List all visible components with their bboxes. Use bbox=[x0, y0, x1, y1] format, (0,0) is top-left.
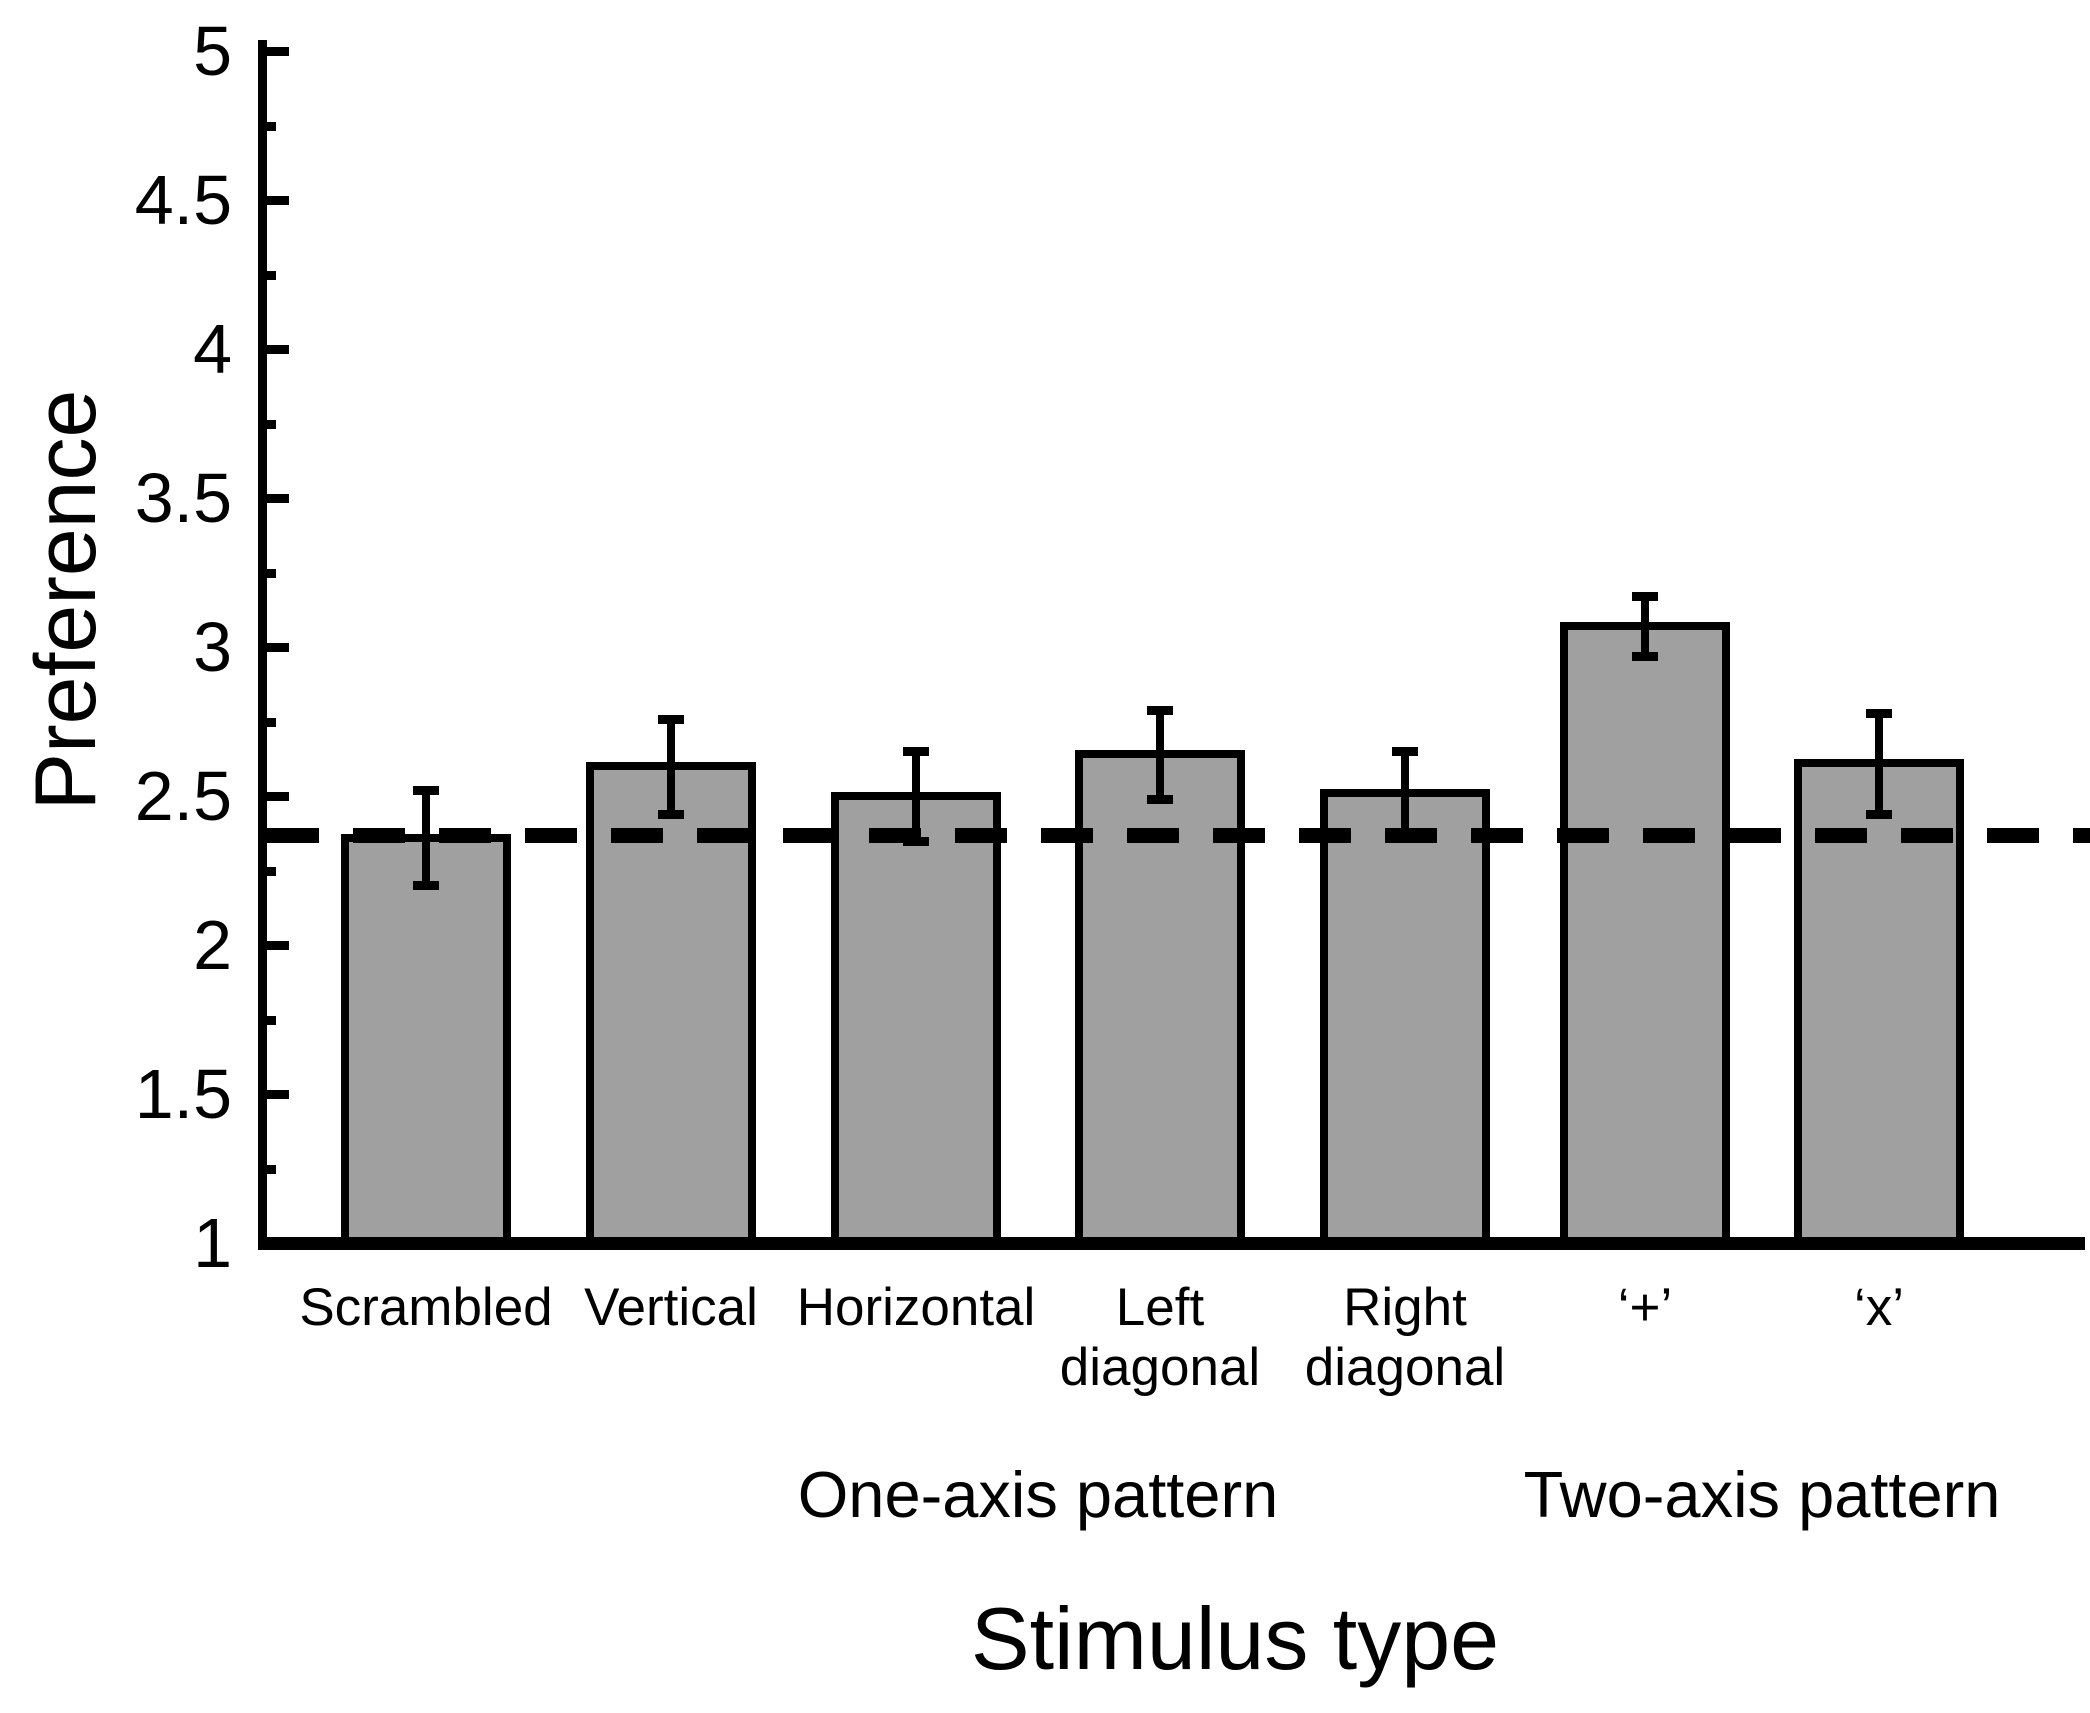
error-bar-stem-1 bbox=[667, 718, 675, 814]
error-bar-bottom-cap-5 bbox=[1632, 651, 1658, 661]
y-axis-title: Preference bbox=[18, 389, 114, 811]
y-minor-tick bbox=[267, 270, 276, 280]
error-bar-stem-0 bbox=[422, 790, 430, 886]
y-major-tick bbox=[267, 47, 289, 56]
y-tick-label: 1.5 bbox=[134, 1055, 232, 1133]
x-category-label-1: Vertical bbox=[584, 1278, 758, 1337]
y-major-tick bbox=[267, 1090, 289, 1099]
y-minor-tick bbox=[267, 1164, 276, 1174]
x-category-label-6: ‘x’ bbox=[1853, 1278, 1905, 1337]
y-tick-label: 4.5 bbox=[134, 161, 232, 239]
error-bar-bottom-cap-6 bbox=[1866, 809, 1892, 819]
bar-3 bbox=[1075, 750, 1245, 1250]
x-category-label-5: ‘+’ bbox=[1617, 1278, 1673, 1337]
y-axis-line bbox=[258, 40, 267, 1250]
error-bar-bottom-cap-0 bbox=[413, 881, 439, 891]
error-bar-top-cap-3 bbox=[1147, 705, 1173, 715]
y-minor-tick bbox=[267, 866, 276, 876]
error-bar-bottom-cap-1 bbox=[658, 809, 684, 819]
bar-1 bbox=[586, 762, 756, 1250]
y-tick-label: 2.5 bbox=[134, 757, 232, 835]
error-bar-stem-2 bbox=[912, 751, 920, 841]
y-minor-tick bbox=[267, 1015, 276, 1025]
y-tick-label: 5 bbox=[193, 12, 232, 90]
error-bar-stem-6 bbox=[1875, 712, 1883, 814]
y-tick-label: 1 bbox=[193, 1204, 232, 1282]
y-major-tick bbox=[267, 494, 289, 503]
error-bar-top-cap-2 bbox=[903, 747, 929, 757]
x-axis-title: Stimulus type bbox=[970, 1589, 1500, 1688]
x-category-label-4: Right diagonal bbox=[1304, 1278, 1506, 1397]
bar-0 bbox=[341, 833, 511, 1250]
y-tick-label: 4 bbox=[193, 310, 232, 388]
y-major-tick bbox=[267, 1239, 289, 1248]
error-bar-top-cap-1 bbox=[658, 714, 684, 724]
error-bar-top-cap-4 bbox=[1392, 747, 1418, 757]
y-minor-tick bbox=[267, 419, 276, 429]
y-minor-tick bbox=[267, 568, 276, 578]
y-major-tick bbox=[267, 643, 289, 652]
x-category-label-3: Left diagonal bbox=[1059, 1278, 1261, 1397]
error-bar-top-cap-6 bbox=[1866, 708, 1892, 718]
x-axis-line bbox=[258, 1237, 2085, 1250]
y-tick-label: 3 bbox=[193, 608, 232, 686]
bar-4 bbox=[1320, 789, 1490, 1250]
error-bar-bottom-cap-2 bbox=[903, 836, 929, 846]
group-label-0: One-axis pattern bbox=[797, 1458, 1279, 1531]
group-label-1: Two-axis pattern bbox=[1523, 1458, 2001, 1531]
x-category-label-0: Scrambled bbox=[299, 1278, 553, 1337]
y-tick-label: 2 bbox=[193, 906, 232, 984]
y-tick-label: 3.5 bbox=[134, 459, 232, 537]
y-major-tick bbox=[267, 792, 289, 801]
y-minor-tick bbox=[267, 717, 276, 727]
y-major-tick bbox=[267, 941, 289, 950]
x-category-label-2: Horizontal bbox=[796, 1278, 1036, 1337]
y-minor-tick bbox=[267, 121, 276, 131]
error-bar-stem-5 bbox=[1641, 596, 1649, 656]
error-bar-top-cap-0 bbox=[413, 786, 439, 796]
error-bar-top-cap-5 bbox=[1632, 592, 1658, 602]
y-major-tick bbox=[267, 196, 289, 205]
bar-5 bbox=[1560, 622, 1730, 1250]
error-bar-stem-4 bbox=[1401, 751, 1409, 835]
error-bar-bottom-cap-4 bbox=[1392, 830, 1418, 840]
error-bar-stem-3 bbox=[1156, 709, 1164, 799]
error-bar-bottom-cap-3 bbox=[1147, 794, 1173, 804]
y-major-tick bbox=[267, 345, 289, 354]
reference-line bbox=[267, 827, 2090, 843]
bar-2 bbox=[831, 792, 1001, 1250]
